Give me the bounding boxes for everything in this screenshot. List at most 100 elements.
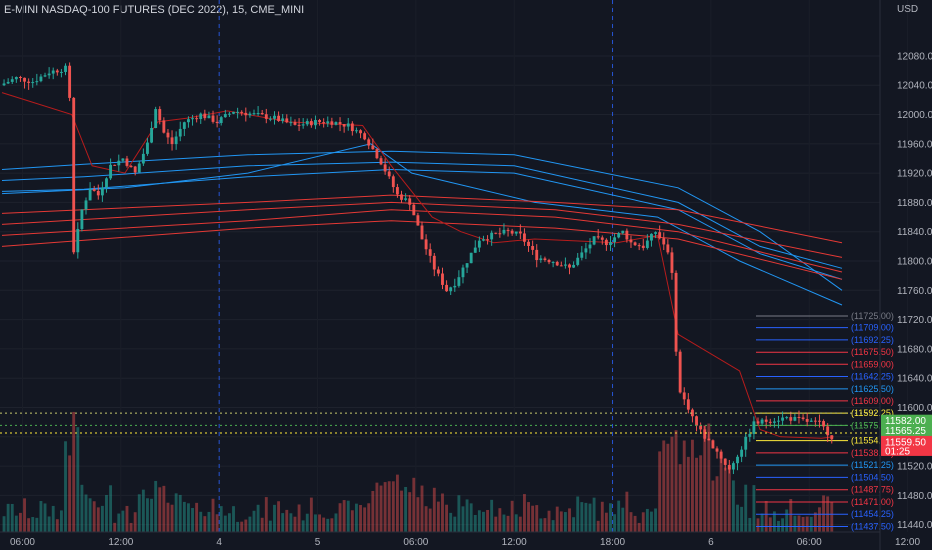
candle-body — [703, 429, 707, 439]
volume-bar — [477, 510, 481, 532]
volume-bar — [686, 456, 690, 532]
volume-bar — [92, 501, 96, 532]
level-label: (11725.00) — [851, 311, 894, 321]
price-tick-label: 11520.00 — [897, 462, 932, 473]
candle-body — [154, 109, 158, 128]
candle-body — [252, 113, 256, 115]
candle-body — [141, 153, 145, 164]
volume-bar — [514, 514, 518, 532]
candle-body — [596, 236, 600, 238]
volume-bar — [457, 495, 461, 532]
candle-body — [322, 122, 326, 124]
candle-body — [416, 215, 420, 226]
volume-bar — [150, 498, 153, 532]
candle-body — [330, 121, 334, 125]
volume-bar — [465, 499, 469, 532]
candle-body — [633, 242, 637, 246]
volume-bar — [510, 500, 514, 532]
level-label: (11625.50) — [851, 384, 894, 394]
volume-bar — [559, 511, 563, 532]
candle-body — [797, 416, 801, 418]
price-tick-label: 11640.00 — [897, 374, 932, 385]
volume-bar — [576, 496, 580, 532]
candle-body — [764, 419, 768, 422]
time-tick-label: 12:00 — [895, 537, 920, 548]
candle-body — [51, 70, 55, 74]
volume-bar — [27, 518, 31, 532]
candle-body — [588, 244, 592, 249]
candle-body — [449, 287, 453, 292]
candle-body — [400, 194, 403, 200]
volume-bar — [363, 507, 367, 532]
candle-body — [72, 97, 76, 253]
price-tick-label: 11800.00 — [897, 257, 932, 268]
candle-body — [412, 204, 416, 216]
volume-bar — [682, 440, 686, 532]
candle-body — [277, 115, 281, 121]
volume-bar — [80, 484, 84, 532]
volume-bar — [281, 513, 285, 532]
volume-bar — [191, 508, 194, 532]
candle-body — [629, 239, 633, 243]
symbol-name[interactable]: E-MINI NASDAQ-100 FUTURES (DEC 2022) — [4, 4, 226, 16]
ma-line-blue — [1, 143, 843, 306]
candle-body — [273, 115, 276, 119]
candle-body — [150, 127, 153, 143]
volume-bar — [203, 516, 207, 532]
candle-body — [146, 142, 149, 154]
candle-body — [215, 121, 219, 123]
volume-bar — [170, 504, 174, 532]
candle-body — [211, 115, 215, 122]
volume-bar — [367, 503, 371, 532]
candle-body — [670, 252, 674, 273]
candle-body — [203, 113, 207, 119]
candle-body — [408, 198, 412, 205]
price-tick-label: 12000.00 — [897, 110, 932, 121]
time-axis[interactable]: 06:0012:004506:0012:0018:00606:0012:0018… — [10, 537, 932, 548]
vwap-path — [1, 92, 834, 439]
volume-bar — [96, 507, 100, 532]
volume-bar — [748, 517, 752, 532]
candle-body — [383, 164, 387, 172]
ma-line-blue — [1, 150, 843, 291]
candle-body — [445, 284, 449, 292]
volume-bar — [621, 507, 625, 532]
candle-body — [686, 399, 690, 410]
interval-label[interactable]: 15 — [232, 4, 245, 16]
volume-bar — [346, 500, 350, 532]
candle-body — [756, 421, 760, 424]
volume-bar — [486, 509, 489, 532]
volume-bar — [309, 497, 313, 532]
volume-bar — [793, 515, 797, 532]
volume-bar — [355, 503, 358, 532]
volume-bar — [121, 510, 125, 532]
volume-bar — [781, 518, 785, 532]
candle-body — [453, 285, 457, 288]
candle-body — [35, 81, 39, 83]
candle-body — [379, 158, 383, 165]
candle-body — [678, 351, 682, 393]
volume-bar — [568, 508, 571, 532]
volume-bar — [227, 513, 231, 532]
candle-body — [617, 233, 621, 238]
candle-body — [785, 417, 789, 419]
candle-body — [584, 248, 588, 253]
volume-bar — [600, 501, 604, 532]
volume-bar — [129, 522, 133, 532]
volume-bar — [449, 512, 453, 532]
candle-body — [182, 122, 186, 129]
volume-bar — [137, 494, 141, 532]
candle-body — [363, 133, 367, 140]
volume-bar — [563, 512, 567, 532]
candle-body — [531, 246, 535, 250]
candle-body — [535, 249, 539, 261]
volume-bar — [531, 505, 535, 532]
price-tick-label: 11880.00 — [897, 198, 932, 209]
candle-body — [682, 392, 686, 400]
volume-bar — [404, 486, 408, 532]
candle-body — [609, 242, 612, 246]
time-tick-label: 12:00 — [108, 537, 133, 548]
volume-bar — [19, 512, 22, 532]
